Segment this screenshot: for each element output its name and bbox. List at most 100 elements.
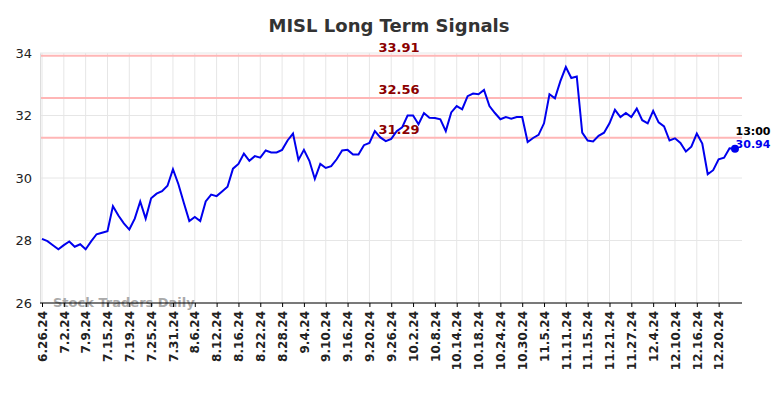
x-tick: 12.20.24 [712,303,726,370]
x-tick: 9.26.24 [385,303,399,362]
x-tick: 10.8.24 [429,303,443,362]
x-tick: 8.12.24 [210,303,224,362]
x-tick-label: 11.5.24 [538,311,552,362]
y-tick-label: 34 [15,46,32,61]
x-tick-label: 11.11.24 [560,311,574,370]
x-tick: 9.20.24 [363,303,377,362]
x-tick-mark [42,303,43,307]
x-tick-mark [348,303,349,307]
x-tick-label: 9.4.24 [298,311,312,354]
x-tick-label: 7.31.24 [167,311,181,362]
grid-line-y [40,303,742,304]
y-tick: 34 [15,46,40,61]
x-tick-label: 8.6.24 [188,311,202,354]
x-tick-label: 10.30.24 [516,311,530,370]
x-tick: 8.6.24 [188,303,202,354]
x-tick-mark [588,303,589,307]
y-tick: 30 [15,171,40,186]
x-tick-mark [107,303,108,307]
last-value-label: 30.94 [736,138,771,151]
level-line [40,97,742,99]
x-tick: 11.11.24 [560,303,574,370]
x-tick-label: 10.24.24 [494,311,508,370]
y-axis-line [40,54,41,304]
x-tick: 9.4.24 [298,303,312,354]
x-tick: 10.14.24 [450,303,464,370]
x-tick-mark [500,303,501,307]
grid-line-y [40,115,742,116]
x-tick: 7.15.24 [101,303,115,362]
x-tick: 10.24.24 [494,303,508,370]
x-tick-mark [609,303,610,307]
x-tick-mark [719,303,720,307]
x-tick: 7.2.24 [58,303,72,354]
x-axis-line [40,303,742,304]
x-tick-label: 12.20.24 [712,311,726,370]
y-axis: 26 28 30 32 34 [15,46,40,311]
x-tick-mark [173,303,174,307]
x-tick-label: 7.15.24 [101,311,115,362]
x-tick-label: 12.10.24 [669,311,683,370]
x-tick-mark [391,303,392,307]
x-tick-mark [653,303,654,307]
x-tick: 11.21.24 [603,303,617,370]
x-tick-mark [457,303,458,307]
x-tick: 8.16.24 [232,303,246,362]
title: MISL Long Term Signals [269,15,510,36]
x-tick: 12.16.24 [691,303,705,370]
x-tick-label: 10.8.24 [429,311,443,362]
x-tick-label: 12.16.24 [691,311,705,370]
x-tick: 11.5.24 [538,303,552,362]
x-tick-mark [195,303,196,307]
grid [40,53,742,303]
grid-line-y [40,178,742,179]
x-tick-label: 12.4.24 [647,311,661,362]
x-tick: 8.28.24 [276,303,290,362]
chart: 33.9132.5631.29Stock Traders Daily262830… [0,0,784,398]
x-tick: 8.22.24 [254,303,268,362]
x-tick-label: 10.14.24 [450,311,464,370]
grid-line-y [40,240,742,241]
x-tick-mark [260,303,261,307]
x-tick-mark [479,303,480,307]
level-label: 33.91 [378,40,419,55]
x-tick: 9.16.24 [341,303,355,362]
x-tick: 10.18.24 [472,303,486,370]
y-tick: 26 [15,296,40,311]
x-tick: 7.25.24 [145,303,159,362]
y-tick-label: 30 [15,171,32,186]
level-label: 32.56 [378,82,419,97]
x-tick: 12.10.24 [669,303,683,370]
y-tick-label: 32 [15,108,32,123]
x-tick-label: 8.12.24 [210,311,224,362]
x-tick-label: 9.16.24 [341,311,355,362]
x-tick-mark [151,303,152,307]
y-tick: 28 [15,233,40,248]
x-tick-label: 7.25.24 [145,311,159,362]
x-tick-mark [238,303,239,307]
x-tick-label: 8.28.24 [276,311,290,362]
x-tick: 6.26.24 [36,303,50,362]
y-tick-label: 28 [15,233,32,248]
x-tick-mark [413,303,414,307]
x-tick-label: 8.16.24 [232,311,246,362]
levels: 33.9132.5631.29 [40,40,742,138]
x-tick-mark [522,303,523,307]
x-tick: 11.15.24 [581,303,595,370]
x-tick: 12.4.24 [647,303,661,362]
time-label: 13:00 [735,125,770,138]
x-tick-label: 7.9.24 [79,311,93,354]
x-tick: 7.19.24 [123,303,137,362]
x-tick-label: 11.27.24 [625,311,639,370]
x-tick-mark [217,303,218,307]
x-tick-mark [304,303,305,307]
x-tick-label: 8.22.24 [254,311,268,362]
x-tick-label: 11.15.24 [581,311,595,370]
x-tick-mark [326,303,327,307]
x-tick-mark [544,303,545,307]
x-tick-label: 9.26.24 [385,311,399,362]
x-tick-mark [631,303,632,307]
x-tick-label: 10.18.24 [472,311,486,370]
x-tick: 9.10.24 [319,303,333,362]
x-tick-label: 9.10.24 [319,311,333,362]
